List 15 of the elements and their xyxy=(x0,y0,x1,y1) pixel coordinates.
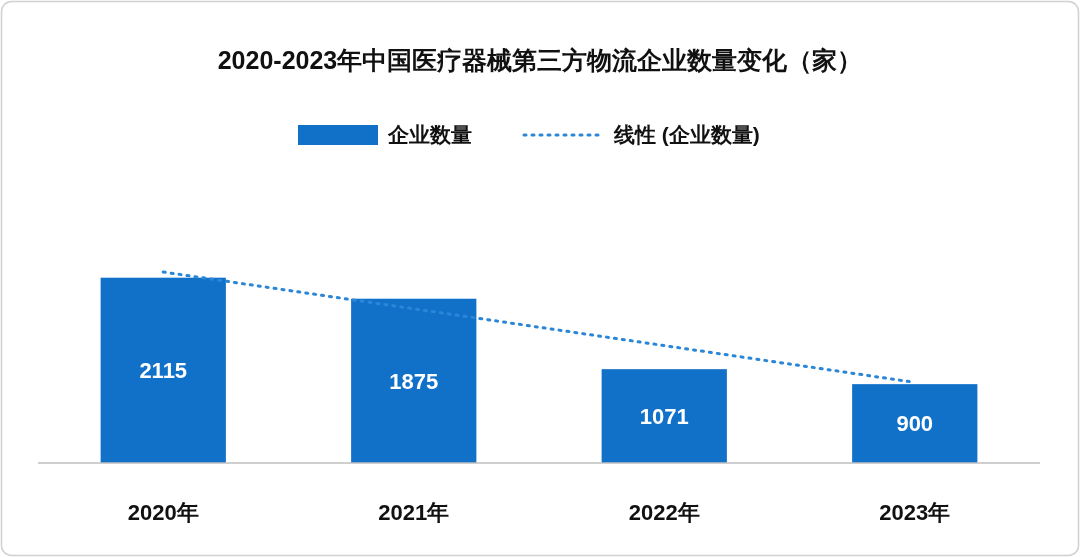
x-tick-label: 2020年 xyxy=(127,499,199,525)
bar xyxy=(100,277,226,463)
bar xyxy=(852,384,978,463)
data-label: 2115 xyxy=(139,358,188,384)
legend-label: 线性 (企业数量) xyxy=(613,123,760,147)
data-label: 900 xyxy=(896,411,934,437)
data-label: 1071 xyxy=(639,403,689,429)
data-label: 1875 xyxy=(389,368,439,394)
x-tick-label: 2022年 xyxy=(628,499,700,525)
bar xyxy=(601,369,727,463)
x-tick-label: 2021年 xyxy=(378,499,450,525)
chart-title: 2020-2023年中国医疗器械第三方物流企业数量变化（家） xyxy=(217,45,863,74)
bar xyxy=(351,298,477,463)
x-tick-label: 2023年 xyxy=(879,499,951,525)
legend-label: 企业数量 xyxy=(387,123,472,147)
